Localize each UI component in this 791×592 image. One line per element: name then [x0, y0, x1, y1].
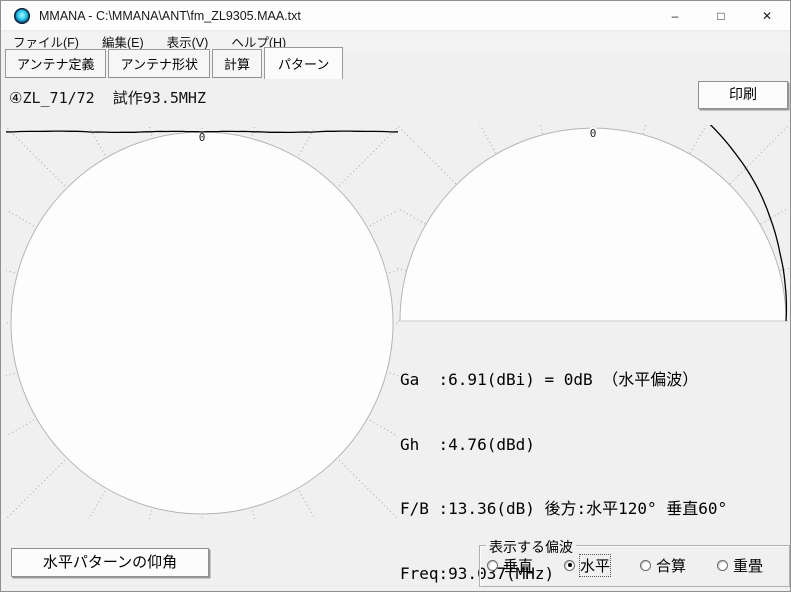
menu-view[interactable]: 表示(V) [166, 36, 209, 50]
menu-file[interactable]: ファイル(F) [13, 36, 79, 50]
minimize-button[interactable]: – [652, 1, 698, 30]
radio-horizontal-icon[interactable] [564, 559, 575, 571]
tab-pattern[interactable]: パターン [263, 47, 344, 79]
result-freq: Freq:93.037(MHz) [400, 563, 555, 583]
radio-sum-label: 合算 [656, 556, 687, 575]
radio-horizontal-label: 水平 [578, 553, 612, 577]
minimize-icon: – [671, 8, 679, 23]
app-icon [14, 7, 30, 24]
svg-text:0: 0 [199, 131, 206, 144]
polarization-group-label: 表示する偏波 [486, 537, 576, 557]
radio-horizontal[interactable]: 水平 [564, 553, 612, 577]
result-fb: F/B :13.36(dB) 後方:水平120° 垂直60° [400, 499, 728, 518]
menu-edit[interactable]: 編集(E) [101, 36, 144, 50]
radio-vertical[interactable]: 垂直 [487, 556, 534, 575]
menu-help[interactable]: ヘルプ(H) [231, 36, 287, 50]
tab-calculate[interactable]: 計算 [211, 49, 262, 78]
window-controls: – □ ✕ [652, 1, 790, 30]
close-icon: ✕ [761, 8, 773, 23]
maximize-icon: □ [717, 8, 725, 23]
radio-sum[interactable]: 合算 [640, 556, 687, 575]
close-button[interactable]: ✕ [744, 1, 790, 30]
print-button[interactable]: 印刷 [698, 81, 788, 109]
horizontal-pattern-elevation-button[interactable]: 水平パターンの仰角 [11, 548, 209, 577]
radio-overlay-icon[interactable] [717, 559, 728, 571]
maximize-button[interactable]: □ [698, 1, 744, 30]
polarization-groupbox: 表示する偏波 垂直 水平 合算 重畳 [479, 537, 790, 587]
radio-overlay-label: 重畳 [733, 556, 764, 575]
title-bar: MMANA - C:\MMANA\ANT\fm_ZL9305.MAA.txt –… [1, 1, 790, 31]
radio-overlay[interactable]: 重畳 [717, 556, 764, 575]
radio-sum-icon[interactable] [640, 559, 651, 571]
tab-bar: アンテナ定義 アンテナ形状 計算 パターン [5, 47, 345, 79]
menu-bar: ファイル(F) 編集(E) 表示(V) ヘルプ(H) [1, 32, 790, 51]
elevation-pattern-chart: 0-10-20-30-40 [397, 125, 789, 322]
azimuth-pattern-chart: 0-10-20-30-40 [6, 127, 398, 519]
tab-antenna-definition[interactable]: アンテナ定義 [5, 49, 107, 78]
radio-vertical-icon[interactable] [487, 559, 498, 571]
result-gh: Gh :4.76(dBd) [400, 434, 535, 454]
svg-text:0: 0 [590, 127, 597, 140]
result-ga: Ga :6.91(dBi) = 0dB （水平偏波） [400, 370, 699, 389]
tab-antenna-shape[interactable]: アンテナ形状 [108, 49, 210, 78]
radio-vertical-label: 垂直 [503, 556, 534, 575]
calculation-results: Ga :6.91(dBi) = 0dB （水平偏波） Gh :4.76(dBd)… [400, 326, 728, 591]
window-title: MMANA - C:\MMANA\ANT\fm_ZL9305.MAA.txt [39, 8, 301, 23]
antenna-title: ④ZL_71/72 試作93.5MHZ [9, 89, 206, 107]
